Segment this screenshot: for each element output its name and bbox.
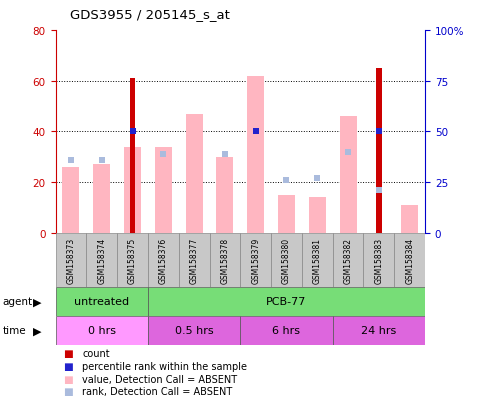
Text: ■: ■ (63, 348, 72, 358)
Bar (148, 287, 425, 316)
Text: ■: ■ (63, 361, 72, 371)
Bar (401, 206, 418, 233)
Text: GSM158383: GSM158383 (374, 237, 384, 284)
Bar (376, 69, 382, 233)
Bar (86, 233, 117, 287)
Bar (364, 233, 394, 287)
Text: PCB-77: PCB-77 (266, 297, 307, 306)
Text: 24 hrs: 24 hrs (361, 325, 397, 335)
Text: GSM158376: GSM158376 (159, 237, 168, 284)
Bar (240, 233, 271, 287)
Text: count: count (82, 348, 110, 358)
Bar (241, 316, 333, 345)
Text: untreated: untreated (74, 297, 129, 306)
Text: GSM158384: GSM158384 (405, 237, 414, 284)
Text: ▶: ▶ (33, 297, 42, 306)
Bar (216, 157, 233, 233)
Bar (117, 233, 148, 287)
Bar (155, 147, 172, 233)
Text: GSM158378: GSM158378 (220, 237, 229, 284)
Text: GSM158374: GSM158374 (97, 237, 106, 284)
Text: 0.5 hrs: 0.5 hrs (175, 325, 213, 335)
Text: value, Detection Call = ABSENT: value, Detection Call = ABSENT (82, 374, 237, 384)
Text: GSM158380: GSM158380 (282, 237, 291, 284)
Text: ■: ■ (63, 387, 72, 396)
Text: GDS3955 / 205145_s_at: GDS3955 / 205145_s_at (70, 8, 230, 21)
Text: 0 hrs: 0 hrs (88, 325, 116, 335)
Bar (148, 316, 241, 345)
Bar (394, 233, 425, 287)
Text: GSM158381: GSM158381 (313, 237, 322, 284)
Text: GSM158373: GSM158373 (67, 237, 75, 284)
Bar (271, 233, 302, 287)
Bar (56, 287, 148, 316)
Bar (333, 316, 425, 345)
Text: time: time (2, 325, 26, 335)
Bar (302, 233, 333, 287)
Text: GSM158377: GSM158377 (190, 237, 199, 284)
Bar (278, 195, 295, 233)
Bar (210, 233, 240, 287)
Text: GSM158382: GSM158382 (343, 237, 353, 284)
Bar (130, 79, 135, 233)
Text: GSM158375: GSM158375 (128, 237, 137, 284)
Bar (247, 76, 264, 233)
Text: rank, Detection Call = ABSENT: rank, Detection Call = ABSENT (82, 387, 232, 396)
Text: ■: ■ (63, 374, 72, 384)
Bar (62, 168, 79, 233)
Bar (56, 233, 86, 287)
Bar (185, 114, 202, 233)
Bar (309, 198, 326, 233)
Bar (148, 233, 179, 287)
Bar (93, 165, 110, 233)
Bar (333, 233, 364, 287)
Bar (56, 316, 148, 345)
Text: GSM158379: GSM158379 (251, 237, 260, 284)
Bar (124, 147, 141, 233)
Bar (179, 233, 210, 287)
Text: ▶: ▶ (33, 325, 42, 335)
Bar (340, 117, 356, 233)
Text: 6 hrs: 6 hrs (272, 325, 300, 335)
Text: agent: agent (2, 297, 32, 306)
Text: percentile rank within the sample: percentile rank within the sample (82, 361, 247, 371)
